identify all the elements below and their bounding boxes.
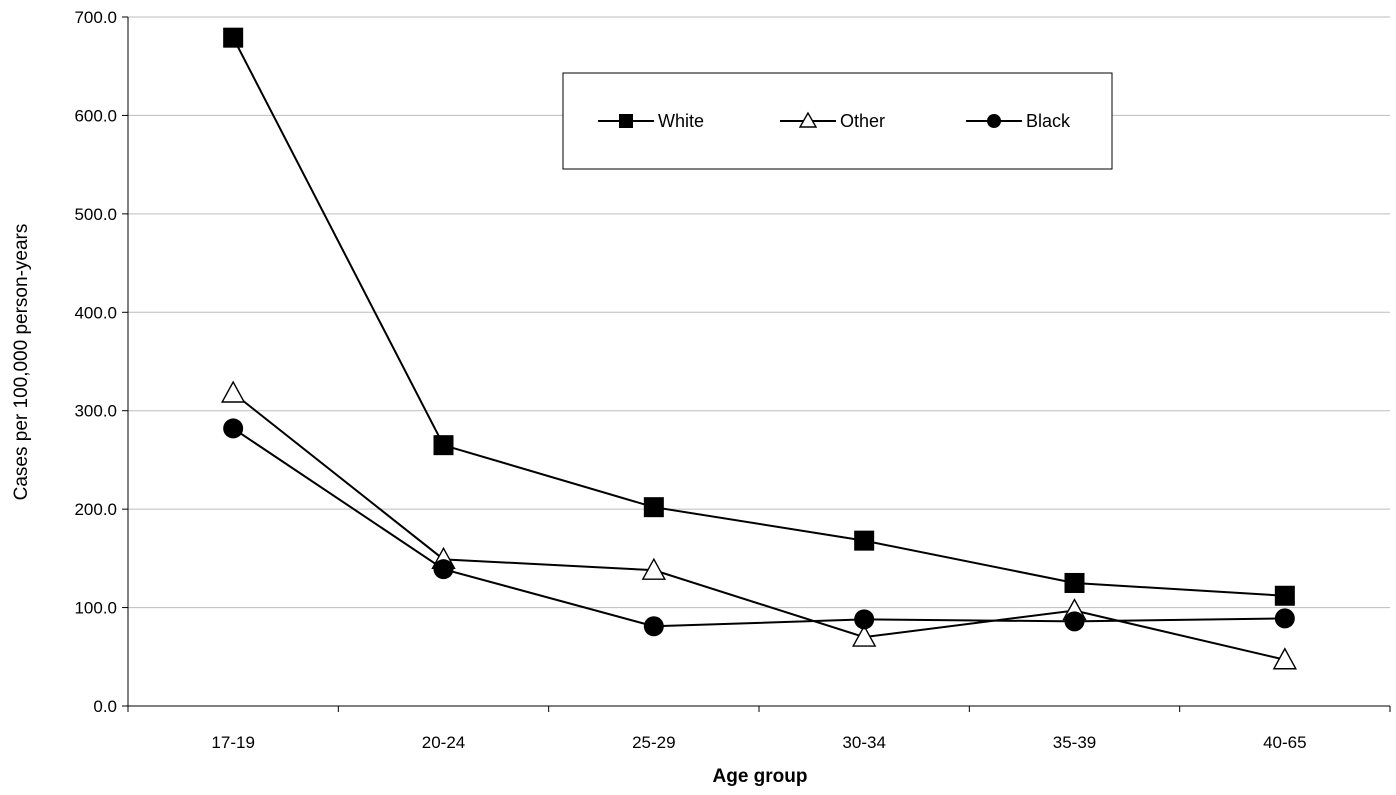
y-tick-label: 500.0 xyxy=(74,205,117,224)
x-tick-labels: 17-19 20-24 25-29 30-34 35-39 40-65 xyxy=(211,733,1306,752)
data-point-black xyxy=(1274,608,1295,629)
y-tick-label: 400.0 xyxy=(74,303,117,322)
y-tick-label: 100.0 xyxy=(74,599,117,618)
y-tick-label: 700.0 xyxy=(74,8,117,27)
data-point-black xyxy=(1064,611,1085,632)
series-line-black xyxy=(232,427,1285,628)
x-tick-label: 17-19 xyxy=(211,733,254,752)
x-tick-label: 30-34 xyxy=(842,733,885,752)
y-tick-labels: 0.0 100.0 200.0 300.0 400.0 500.0 600.0 700.0 xyxy=(74,8,117,716)
legend-marker-other xyxy=(798,111,818,128)
series-line-other xyxy=(232,392,1286,661)
x-tick-label: 20-24 xyxy=(422,733,465,752)
y-tick-label: 600.0 xyxy=(74,106,117,125)
x-tick-label: 40-65 xyxy=(1263,733,1306,752)
series-group xyxy=(220,27,1298,670)
y-tick-label: 0.0 xyxy=(93,697,117,716)
x-tick-label: 25-29 xyxy=(632,733,675,752)
data-point-black xyxy=(854,609,875,630)
data-point-other xyxy=(220,380,246,403)
data-point-white xyxy=(643,497,664,518)
y-tick-label: 200.0 xyxy=(74,500,117,519)
legend-marker-black xyxy=(987,114,1001,128)
legend-label-black: Black xyxy=(1026,111,1071,131)
data-point-black xyxy=(643,616,664,637)
data-point-other xyxy=(641,557,667,580)
data-point-white xyxy=(223,27,244,48)
legend-label-other: Other xyxy=(840,111,885,131)
x-tick-label: 35-39 xyxy=(1053,733,1096,752)
data-point-white xyxy=(433,435,454,456)
data-point-other xyxy=(1272,647,1298,670)
x-axis-title: Age group xyxy=(713,766,808,787)
data-point-white xyxy=(1274,585,1295,606)
data-point-white xyxy=(1064,572,1085,593)
axes xyxy=(122,16,1391,712)
legend-label-white: White xyxy=(658,111,704,131)
data-point-white xyxy=(854,530,875,551)
data-point-black xyxy=(223,418,244,439)
data-point-black xyxy=(433,559,454,580)
y-axis-title: Cases per 100,000 person-years xyxy=(11,224,32,501)
legend-marker-white xyxy=(619,114,633,128)
legend: White Other Black xyxy=(562,72,1113,170)
y-tick-label: 300.0 xyxy=(74,402,117,421)
data-point-other xyxy=(851,624,877,647)
series-line-white xyxy=(232,37,1285,597)
